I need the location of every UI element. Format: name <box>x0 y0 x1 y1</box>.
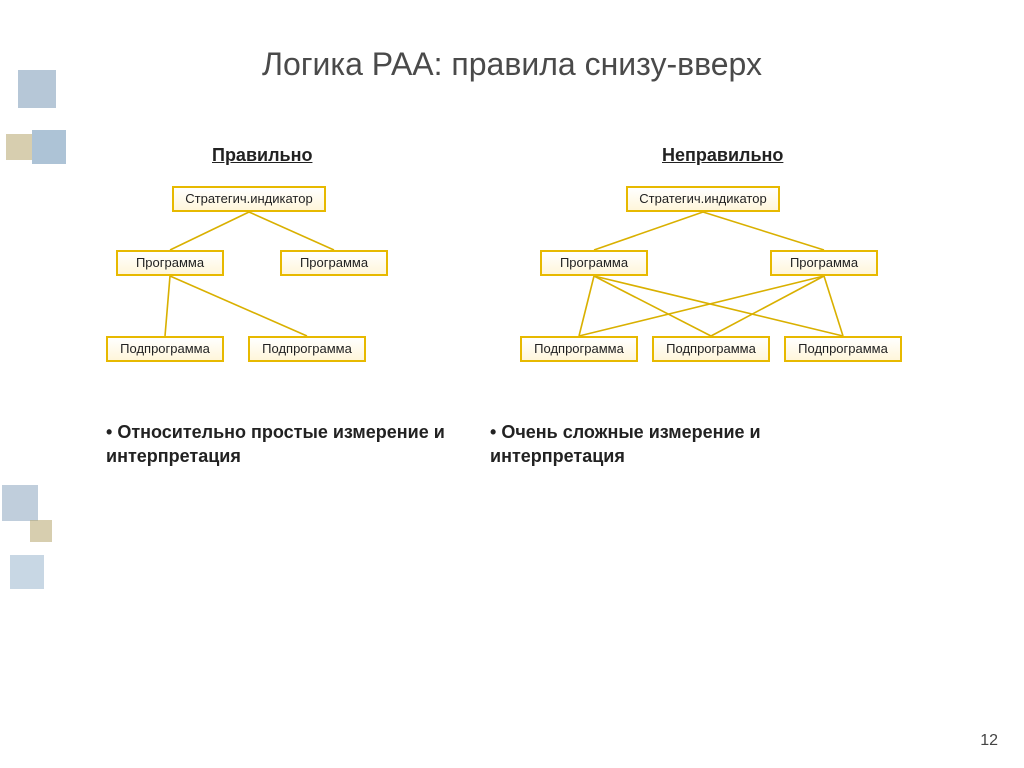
page-number: 12 <box>980 732 998 750</box>
right-node-sub1: Подпрограмма <box>520 336 638 362</box>
right-node-sub3: Подпрограмма <box>784 336 902 362</box>
heading-incorrect: Неправильно <box>662 145 783 166</box>
right-node-sub2: Подпрограмма <box>652 336 770 362</box>
left-node-prog1: Программа <box>116 250 224 276</box>
deco-square <box>2 485 38 521</box>
bullet-correct: Относительно простые измерение и интерпр… <box>106 420 466 469</box>
deco-square <box>10 555 44 589</box>
left-node-sub2: Подпрограмма <box>248 336 366 362</box>
left-node-prog2: Программа <box>280 250 388 276</box>
right-node-prog2: Программа <box>770 250 878 276</box>
bullet-incorrect: Очень сложные измерение и интерпретация <box>490 420 850 469</box>
heading-correct: Правильно <box>212 145 312 166</box>
deco-square <box>32 130 66 164</box>
left-node-sub1: Подпрограмма <box>106 336 224 362</box>
left-node-root: Стратегич.индикатор <box>172 186 326 212</box>
right-node-prog1: Программа <box>540 250 648 276</box>
right-node-root: Стратегич.индикатор <box>626 186 780 212</box>
deco-square <box>6 134 32 160</box>
deco-square <box>30 520 52 542</box>
slide-title: Логика РАА: правила снизу-вверх <box>0 46 1024 83</box>
connectors-layer <box>0 0 1024 768</box>
